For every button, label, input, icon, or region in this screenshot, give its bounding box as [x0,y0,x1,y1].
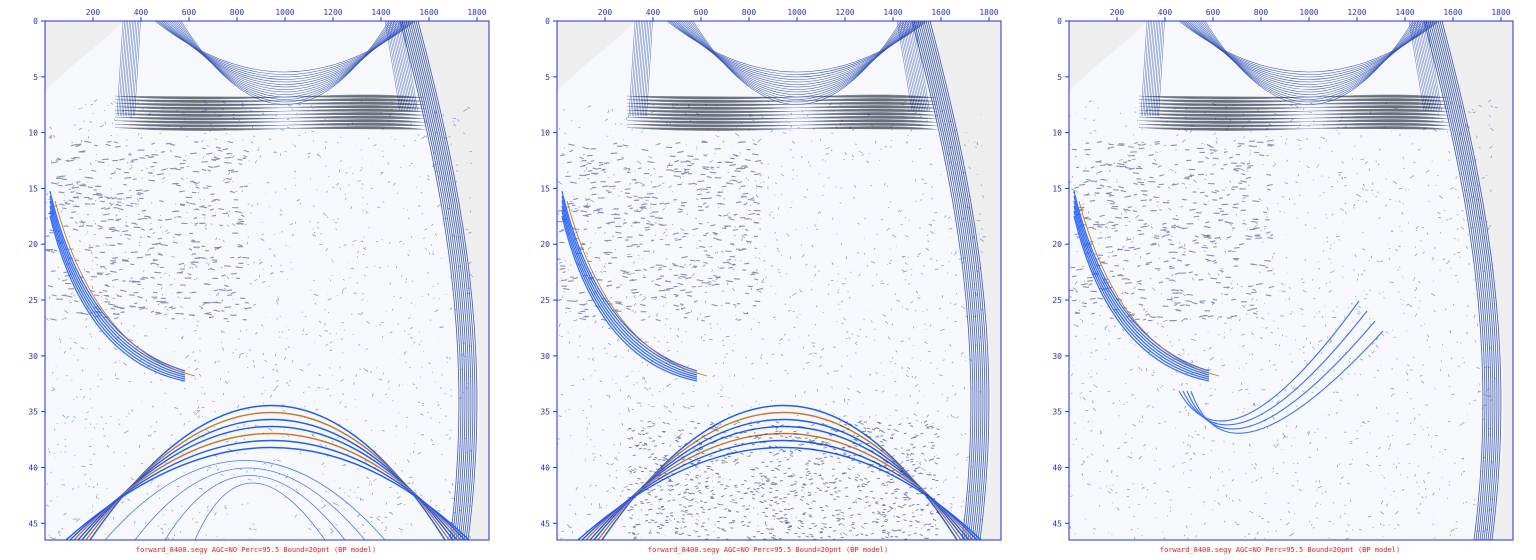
panel-caption: forward_8400.segy AGC=NO Perc=95.5 Bound… [135,546,377,554]
y-tick-label: 20 [1052,240,1062,249]
y-tick-label: 45 [28,519,38,528]
y-tick-label: 20 [28,240,38,249]
wavefield [45,21,480,540]
x-tick-label: 1000 [787,8,806,17]
y-tick-label: 35 [28,408,38,417]
x-tick-label: 1200 [323,8,342,17]
x-tick-label: 200 [1110,8,1125,17]
y-tick-label: 10 [1052,129,1062,138]
x-tick-label: 1000 [1299,8,1318,17]
x-tick-label: 600 [694,8,709,17]
x-tick-label: 600 [182,8,197,17]
seismic-panel-1: 200 400 600 800 1000 1200 1400 1600 1800 0 5 10 15 20… [0,0,512,560]
wavefield [1069,21,1504,540]
plot-frame [44,20,490,541]
y-tick-label: 15 [1052,184,1062,193]
y-tick-label: 30 [540,352,550,361]
x-tick-label: 600 [1206,8,1221,17]
y-tick-label: 0 [33,17,38,26]
x-tick-label: 800 [230,8,245,17]
y-tick-label: 5 [1057,73,1062,82]
x-tick-label: 800 [1254,8,1269,17]
y-tick-label: 45 [1052,519,1062,528]
x-tick-label: 1600 [1443,8,1462,17]
seismic-panel-2: 200 400 600 800 1000 1200 1400 1600 1800 0 5 10 15 20… [512,0,1024,560]
plot-frame [1068,20,1514,541]
plot-frame [556,20,1002,541]
x-tick-label: 800 [742,8,757,17]
x-tick-label: 1600 [419,8,438,17]
seismic-panel-3: 200 400 600 800 1000 1200 1400 1600 1800 0 5 10 15 20… [1024,0,1536,560]
y-tick-label: 40 [540,463,550,472]
x-tick-label: 1600 [931,8,950,17]
y-tick-label: 0 [545,17,550,26]
panel-caption: forward_8400.segy AGC=NO Perc=95.5 Bound… [1159,546,1401,554]
x-tick-label: 400 [1158,8,1173,17]
x-tick-label: 1200 [1347,8,1366,17]
y-tick-label: 40 [1052,463,1062,472]
panel-caption: forward_8400.segy AGC=NO Perc=95.5 Bound… [647,546,889,554]
y-tick-label: 15 [540,184,550,193]
y-tick-label: 25 [540,296,550,305]
y-tick-label: 25 [28,296,38,305]
y-tick-label: 35 [1052,408,1062,417]
x-tick-label: 400 [134,8,149,17]
y-tick-label: 30 [28,352,38,361]
x-tick-label: 1400 [883,8,902,17]
y-tick-label: 25 [1052,296,1062,305]
y-tick-label: 10 [28,129,38,138]
y-tick-label: 5 [33,73,38,82]
y-tick-label: 5 [545,73,550,82]
y-tick-label: 40 [28,463,38,472]
y-tick-label: 10 [540,129,550,138]
y-tick-label: 20 [540,240,550,249]
x-tick-label: 1000 [275,8,294,17]
y-tick-label: 35 [540,408,550,417]
seismic-chart-3: 200 400 600 800 1000 1200 1400 1600 1800 0 5 10 15 20… [1052,8,1514,541]
y-tick-label: 45 [540,519,550,528]
wavefield [557,21,992,540]
x-tick-label: 400 [646,8,661,17]
x-tick-label: 1800 [1491,8,1510,17]
x-tick-label: 1400 [371,8,390,17]
x-tick-label: 200 [598,8,613,17]
x-tick-label: 1400 [1395,8,1414,17]
x-tick-label: 1800 [467,8,486,17]
y-tick-label: 0 [1057,17,1062,26]
y-tick-label: 30 [1052,352,1062,361]
x-tick-label: 1800 [979,8,998,17]
x-tick-label: 200 [86,8,101,17]
seismic-chart-1: 200 400 600 800 1000 1200 1400 1600 1800 0 5 10 15 20… [28,8,490,541]
seismic-chart-2: 200 400 600 800 1000 1200 1400 1600 1800 0 5 10 15 20… [540,8,1002,541]
y-tick-label: 15 [28,184,38,193]
x-tick-label: 1200 [835,8,854,17]
